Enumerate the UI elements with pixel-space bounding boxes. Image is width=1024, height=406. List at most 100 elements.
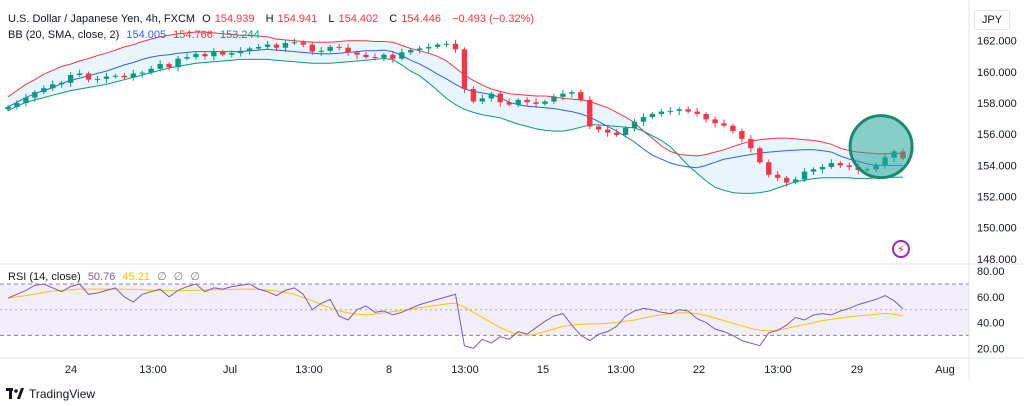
candle-body[interactable] (220, 51, 226, 55)
candle-body[interactable] (515, 99, 521, 105)
candle-body[interactable] (282, 43, 289, 48)
candle-body[interactable] (238, 50, 244, 54)
candle-body[interactable] (497, 93, 503, 103)
candle-body[interactable] (604, 129, 611, 133)
candle-body[interactable] (479, 98, 486, 102)
bb-basis-line[interactable] (7, 48, 904, 169)
candle-body[interactable] (658, 111, 665, 114)
symbol-legend[interactable]: U.S. Dollar / Japanese Yen, 4h, FXCM O 15… (8, 13, 538, 25)
candle-body[interactable] (193, 53, 199, 58)
candle-body[interactable] (130, 73, 136, 78)
candle-body[interactable] (273, 44, 280, 48)
candle-body[interactable] (336, 46, 342, 48)
candle-body[interactable] (112, 75, 119, 77)
candle-body[interactable] (94, 78, 101, 80)
candle-body[interactable] (748, 138, 754, 149)
candle-body[interactable] (676, 109, 682, 111)
candle-body[interactable] (202, 53, 208, 57)
candle-body[interactable] (211, 51, 217, 57)
candle-body[interactable] (819, 166, 826, 170)
candle-body[interactable] (783, 177, 790, 183)
candle-body[interactable] (417, 48, 423, 51)
candle-body[interactable] (264, 44, 271, 47)
candle-body[interactable] (14, 103, 20, 107)
candle-body[interactable] (309, 44, 315, 52)
candle-body[interactable] (694, 111, 700, 114)
bb-legend[interactable]: BB (20, SMA, close, 2) 154.005 154.766 1… (8, 29, 264, 41)
candle-body[interactable] (470, 89, 477, 102)
candle-body[interactable] (792, 179, 799, 183)
candle-body[interactable] (613, 132, 620, 135)
candle-body[interactable] (408, 50, 414, 53)
candle-body[interactable] (766, 162, 772, 175)
candle-body[interactable] (443, 43, 450, 45)
candle-body[interactable] (157, 64, 163, 69)
candle-body[interactable] (578, 92, 584, 100)
candle-body[interactable] (381, 54, 387, 58)
candle-body[interactable] (640, 117, 647, 122)
candle-body[interactable] (775, 174, 781, 178)
candle-body[interactable] (300, 42, 307, 45)
candle-body[interactable] (229, 53, 235, 55)
candle-body[interactable] (148, 68, 154, 73)
price-pane[interactable] (5, 31, 914, 194)
price-axis[interactable]: 162.000 160.000 158.000 156.000 154.000 152.0… (0, 0, 1024, 380)
candle-body[interactable] (685, 109, 691, 112)
candle-body[interactable] (596, 126, 602, 130)
candle-body[interactable] (667, 110, 673, 112)
candle-body[interactable] (345, 47, 351, 53)
time-axis[interactable]: 24 13:00 Jul 13:00 8 13:00 15 13:00 22 13:00 29 Aug (65, 364, 955, 376)
candle-body[interactable] (461, 49, 468, 90)
rsi-legend[interactable]: RSI (14, close) 50.76 45.21 ∅ ∅ ∅ (8, 270, 204, 283)
candle-body[interactable] (354, 52, 360, 55)
candle-body[interactable] (41, 88, 47, 93)
candle-body[interactable] (103, 76, 110, 79)
candle-body[interactable] (587, 99, 593, 127)
candle-body[interactable] (175, 58, 181, 68)
candle-body[interactable] (506, 102, 512, 105)
candle-body[interactable] (524, 99, 530, 103)
candle-body[interactable] (318, 50, 324, 52)
candle-body[interactable] (551, 96, 557, 102)
candle-body[interactable] (255, 46, 262, 49)
candle-body[interactable] (712, 119, 718, 124)
candle-body[interactable] (533, 102, 539, 104)
candle-body[interactable] (569, 92, 575, 94)
candle-body[interactable] (5, 106, 11, 110)
candle-body[interactable] (542, 101, 548, 104)
candle-body[interactable] (50, 84, 56, 89)
currency-label[interactable]: JPY (974, 10, 1010, 30)
candle-body[interactable] (801, 171, 808, 180)
candle-body[interactable] (739, 131, 745, 139)
candle-body[interactable] (121, 75, 128, 78)
candle-body[interactable] (837, 163, 844, 166)
candle-body[interactable] (649, 113, 656, 118)
rsi-pane[interactable] (0, 283, 969, 349)
candle-body[interactable] (85, 73, 92, 80)
candle-body[interactable] (452, 43, 459, 50)
candle-body[interactable] (184, 57, 190, 59)
candle-body[interactable] (488, 93, 494, 99)
candle-body[interactable] (23, 97, 29, 104)
candle-body[interactable] (363, 54, 369, 58)
rsi-line[interactable] (7, 283, 904, 349)
candle-body[interactable] (810, 169, 817, 172)
candle-body[interactable] (721, 123, 727, 126)
candle-body[interactable] (291, 42, 298, 44)
candle-body[interactable] (828, 163, 835, 167)
candle-body[interactable] (390, 54, 396, 59)
candle-body[interactable] (703, 113, 709, 120)
candle-body[interactable] (139, 72, 145, 74)
candle-body[interactable] (59, 82, 65, 85)
bb-upper-line[interactable] (7, 31, 904, 157)
candle-body[interactable] (372, 57, 378, 59)
candle-body[interactable] (399, 52, 405, 59)
candle-body[interactable] (67, 74, 74, 83)
candle-body[interactable] (560, 93, 566, 97)
candle-body[interactable] (631, 121, 638, 128)
candle-body[interactable] (434, 44, 441, 47)
rsi-axis[interactable]: 80.00 60.00 40.00 20.00 (977, 266, 1005, 355)
candle-body[interactable] (846, 165, 852, 167)
candle-body[interactable] (757, 148, 763, 163)
